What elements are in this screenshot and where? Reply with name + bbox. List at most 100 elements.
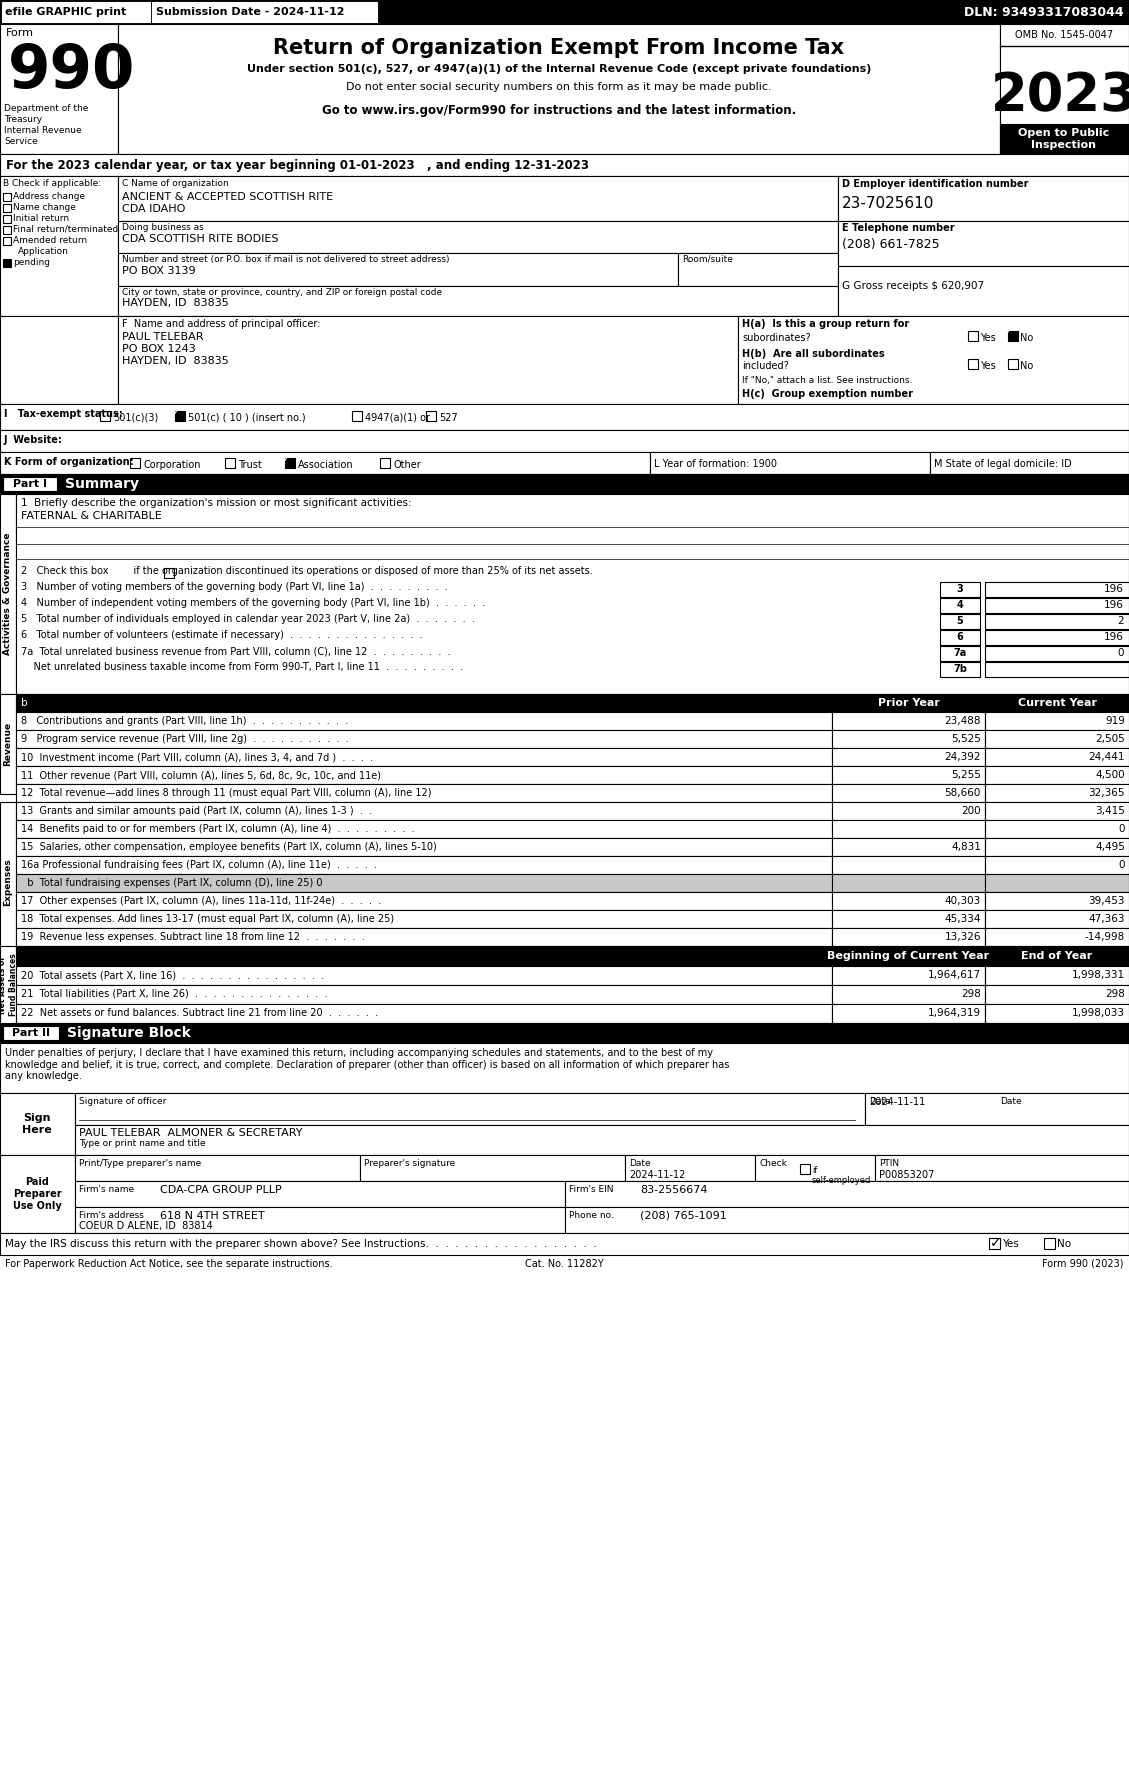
- Bar: [984, 729, 1129, 749]
- Bar: [832, 839, 984, 857]
- Text: Activities & Governance: Activities & Governance: [3, 533, 12, 655]
- Bar: [832, 1005, 984, 1023]
- Text: 18  Total expenses. Add lines 13-17 (must equal Part IX, column (A), line 25): 18 Total expenses. Add lines 13-17 (must…: [21, 915, 394, 924]
- Bar: [940, 599, 980, 613]
- Bar: [832, 802, 984, 819]
- Text: Beginning of Current Year: Beginning of Current Year: [828, 952, 989, 961]
- Text: 7a: 7a: [953, 648, 966, 659]
- Bar: [0, 1023, 1129, 1044]
- Bar: [1000, 25, 1129, 154]
- Text: efile GRAPHIC print: efile GRAPHIC print: [5, 7, 126, 18]
- Text: 196: 196: [1104, 632, 1124, 643]
- Bar: [16, 966, 832, 985]
- Text: For the 2023 calendar year, or tax year beginning 01-01-2023   , and ending 12-3: For the 2023 calendar year, or tax year …: [6, 159, 589, 171]
- Text: pending: pending: [14, 258, 50, 267]
- Bar: [984, 766, 1129, 784]
- Text: ✓: ✓: [990, 1236, 1001, 1250]
- Text: 2024-11-11: 2024-11-11: [869, 1097, 926, 1107]
- Bar: [16, 749, 832, 766]
- Text: Yes: Yes: [980, 360, 996, 371]
- Bar: [16, 874, 832, 892]
- Bar: [175, 411, 185, 420]
- Bar: [0, 154, 1129, 177]
- Text: Date: Date: [869, 1097, 891, 1106]
- Text: PO BOX 3139: PO BOX 3139: [122, 267, 195, 275]
- Text: 14  Benefits paid to or for members (Part IX, column (A), line 4)  .  .  .  .  .: 14 Benefits paid to or for members (Part…: [21, 825, 414, 834]
- Bar: [16, 819, 832, 839]
- Text: 2   Check this box        if the organization discontinued its operations or dis: 2 Check this box if the organization dis…: [21, 565, 593, 576]
- Bar: [838, 221, 1129, 267]
- Bar: [0, 404, 1129, 429]
- Text: 47,363: 47,363: [1088, 915, 1124, 924]
- Text: H(a)  Is this a group return for: H(a) Is this a group return for: [742, 320, 909, 328]
- Text: 6   Total number of volunteers (estimate if necessary)  .  .  .  .  .  .  .  .  : 6 Total number of volunteers (estimate i…: [21, 630, 422, 639]
- Bar: [0, 0, 1129, 25]
- Bar: [832, 784, 984, 802]
- Bar: [832, 819, 984, 839]
- Text: 13,326: 13,326: [945, 932, 981, 941]
- Text: Expenses: Expenses: [3, 858, 12, 906]
- Text: 22  Net assets or fund balances. Subtract line 21 from line 20  .  .  .  .  .  .: 22 Net assets or fund balances. Subtract…: [21, 1008, 378, 1017]
- Text: Print/Type preparer's name: Print/Type preparer's name: [79, 1158, 201, 1167]
- Text: Firm's address: Firm's address: [79, 1211, 143, 1220]
- Bar: [0, 947, 16, 1024]
- Bar: [75, 1181, 564, 1206]
- Bar: [940, 646, 980, 660]
- Bar: [225, 457, 235, 468]
- Bar: [16, 839, 832, 857]
- Bar: [984, 1005, 1129, 1023]
- Bar: [119, 316, 738, 404]
- Text: Association: Association: [298, 459, 353, 470]
- Text: Firm's name: Firm's name: [79, 1185, 134, 1194]
- Text: Preparer's signature: Preparer's signature: [364, 1158, 455, 1167]
- Bar: [16, 766, 832, 784]
- Text: 527: 527: [439, 413, 457, 424]
- Text: 23,488: 23,488: [945, 715, 981, 726]
- Text: 83-2556674: 83-2556674: [640, 1185, 708, 1196]
- Bar: [119, 221, 838, 253]
- Text: 15  Salaries, other compensation, employee benefits (Part IX, column (A), lines : 15 Salaries, other compensation, employe…: [21, 842, 437, 851]
- Text: Paid
Preparer
Use Only: Paid Preparer Use Only: [12, 1178, 61, 1211]
- Text: 990: 990: [8, 42, 135, 101]
- Text: Date: Date: [629, 1158, 650, 1167]
- Text: Signature Block: Signature Block: [67, 1026, 191, 1040]
- Bar: [1000, 124, 1129, 154]
- Bar: [940, 662, 980, 676]
- Text: No: No: [1057, 1240, 1071, 1249]
- Bar: [16, 1005, 832, 1023]
- Bar: [3, 237, 11, 245]
- Bar: [285, 457, 295, 468]
- Bar: [0, 1044, 1129, 1093]
- Text: Return of Organization Exempt From Income Tax: Return of Organization Exempt From Incom…: [273, 39, 844, 58]
- Text: 298: 298: [1105, 989, 1124, 1000]
- Text: C Name of organization: C Name of organization: [122, 178, 229, 187]
- Text: 40,303: 40,303: [945, 895, 981, 906]
- Bar: [380, 457, 390, 468]
- Text: 1,998,033: 1,998,033: [1073, 1008, 1124, 1017]
- Bar: [984, 909, 1129, 927]
- Bar: [16, 909, 832, 927]
- Text: End of Year: End of Year: [1022, 952, 1093, 961]
- Bar: [0, 1233, 1129, 1256]
- Bar: [832, 749, 984, 766]
- Text: 24,392: 24,392: [945, 752, 981, 761]
- Text: ✓: ✓: [168, 410, 178, 422]
- Text: Trust: Trust: [238, 459, 262, 470]
- Text: 5: 5: [956, 616, 963, 625]
- Bar: [16, 857, 832, 874]
- Bar: [1008, 358, 1018, 369]
- Bar: [0, 694, 16, 795]
- Text: Treasury: Treasury: [5, 115, 42, 124]
- Text: 21  Total liabilities (Part X, line 26)  .  .  .  .  .  .  .  .  .  .  .  .  .  : 21 Total liabilities (Part X, line 26) .…: [21, 989, 327, 1000]
- Bar: [940, 615, 980, 629]
- Text: HAYDEN, ID  83835: HAYDEN, ID 83835: [122, 298, 229, 307]
- Text: P00853207: P00853207: [879, 1171, 935, 1180]
- Text: Summary: Summary: [65, 477, 139, 491]
- Text: 298: 298: [961, 989, 981, 1000]
- Bar: [650, 452, 930, 473]
- Text: Address change: Address change: [14, 192, 85, 201]
- Text: Do not enter social security numbers on this form as it may be made public.: Do not enter social security numbers on …: [347, 81, 772, 92]
- Text: 200: 200: [962, 805, 981, 816]
- Text: 1,998,331: 1,998,331: [1071, 970, 1124, 980]
- Bar: [930, 452, 1129, 473]
